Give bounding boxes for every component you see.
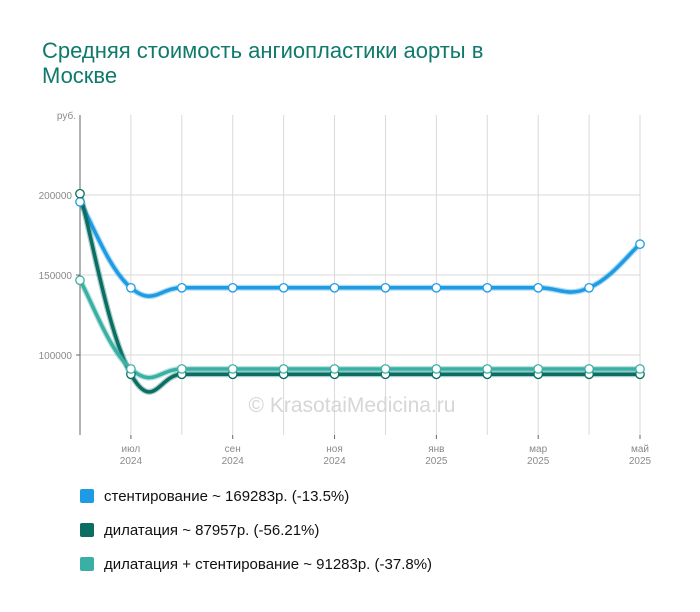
data-point[interactable]: [176, 282, 187, 293]
series-line-shadow: [77, 198, 643, 300]
legend-label: дилатация ~ 87957р. (-56.21%): [104, 521, 320, 539]
x-tick-label-year: 2025: [629, 456, 652, 467]
legend: стентирование ~ 169283р. (-13.5%) дилатац…: [80, 485, 432, 587]
data-point[interactable]: [176, 364, 187, 374]
x-tick-label-month: янв: [428, 444, 444, 455]
x-tick-label-month: май: [631, 444, 649, 455]
data-point[interactable]: [75, 197, 85, 207]
series-line: [78, 200, 642, 298]
legend-item[interactable]: дилатация ~ 87957р. (-56.21%): [80, 519, 432, 541]
y-tick-label: 100000: [39, 351, 73, 362]
x-tick-label-month: сен: [225, 444, 241, 455]
legend-label: дилатация + стентирование ~ 91283р. (-37…: [104, 555, 433, 573]
data-point[interactable]: [227, 282, 238, 293]
legend-swatch: [80, 523, 94, 537]
data-point[interactable]: [635, 364, 645, 374]
data-point[interactable]: [329, 282, 340, 293]
y-axis-unit-label: руб.: [57, 110, 76, 122]
data-point[interactable]: [482, 282, 493, 293]
chart-title: Средняя стоимость ангиопластики аорты в …: [42, 38, 484, 88]
legend-item[interactable]: стентирование ~ 169283р. (-13.5%): [80, 485, 432, 507]
data-point[interactable]: [126, 364, 136, 374]
watermark: © KrasotaiMedicina.ru: [249, 394, 456, 417]
y-tick-label: 200000: [39, 191, 73, 202]
data-point[interactable]: [584, 364, 594, 374]
series-group: [77, 190, 643, 395]
x-tick-label-month: мар: [529, 444, 547, 455]
x-tick-label-year: 2024: [222, 456, 245, 467]
legend-label: стентирование ~ 169283р. (-13.5%): [104, 487, 350, 505]
points-group: [75, 188, 645, 380]
data-point[interactable]: [126, 282, 136, 293]
data-point[interactable]: [431, 364, 442, 374]
grid-lines: [79, 115, 641, 435]
data-point[interactable]: [533, 282, 544, 293]
x-tick-label-month: июл: [122, 444, 141, 455]
x-tick-label-year: 2025: [527, 456, 550, 467]
data-point[interactable]: [584, 282, 594, 293]
data-point[interactable]: [635, 239, 645, 249]
x-tick-label-month: ноя: [326, 444, 343, 455]
legend-swatch: [80, 557, 94, 571]
data-point[interactable]: [227, 364, 238, 374]
data-point[interactable]: [380, 282, 391, 293]
data-point[interactable]: [75, 275, 85, 286]
x-tick-label-year: 2024: [323, 456, 346, 467]
data-point[interactable]: [431, 282, 442, 293]
y-axis: руб. 100000 150000 200000: [39, 110, 81, 435]
data-point[interactable]: [329, 364, 340, 374]
x-tick-label-year: 2025: [425, 456, 448, 467]
y-tick-label: 150000: [39, 271, 73, 282]
legend-swatch: [80, 489, 94, 503]
x-tick-label-year: 2024: [120, 456, 143, 467]
data-point[interactable]: [380, 364, 391, 374]
data-point[interactable]: [533, 364, 544, 374]
data-point[interactable]: [482, 364, 493, 374]
data-point[interactable]: [278, 364, 289, 374]
x-axis: июл2024сен2024ноя2024янв2025мар2025май20…: [120, 435, 652, 467]
legend-item[interactable]: дилатация + стентирование ~ 91283р. (-37…: [80, 553, 432, 575]
data-point[interactable]: [75, 188, 85, 199]
data-point[interactable]: [278, 282, 289, 293]
